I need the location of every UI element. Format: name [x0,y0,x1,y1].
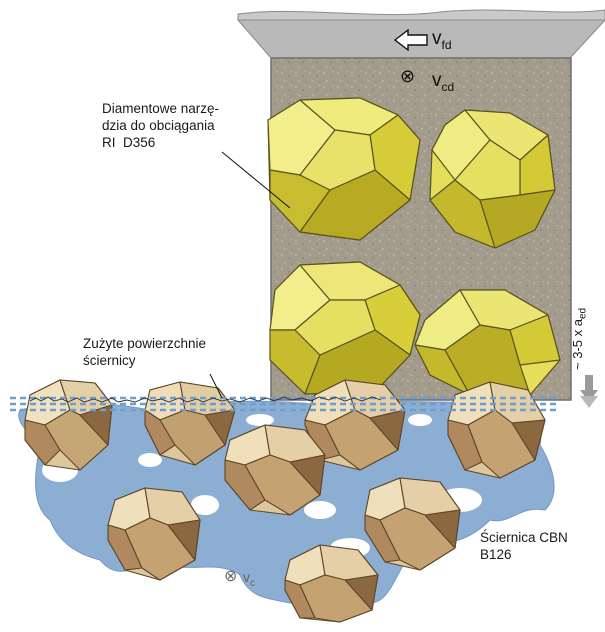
feed-velocity-label: vfd [432,28,452,52]
worn-surface-lines [10,396,560,412]
cbn-grain-3 [304,379,406,471]
diamond-grain-3 [269,261,421,395]
diamond-grain-2 [429,109,556,249]
surface-label-line2: ściernicy [83,353,136,368]
cutting-velocity-dresser-label: vcd [432,70,455,94]
cbn-grain-7 [364,477,461,571]
tool-label-line3: RI D356 [102,135,156,150]
cbn-grain-5 [224,424,326,516]
surface-label-line1: Zużyte powierzchnie [83,336,207,351]
depth-arrow-icon [580,375,598,408]
tool-leader-line [221,151,291,209]
cbn-grain-4 [447,381,546,479]
surface-leader-line [209,373,223,399]
cbn-grain-8 [284,544,379,623]
cross-symbol-wheel-icon: ⊗ [224,568,238,585]
cbn-grain-6 [107,487,201,581]
wheel-label-line1: Ściernica CBN [480,530,568,545]
cross-symbol-icon: ⊗ [400,66,416,86]
diamond-grain-1 [267,97,421,241]
diamond-grain-4 [414,289,561,396]
wheel-label-line2: B126 [480,547,512,562]
tool-label-line2: dzia do obciągania [102,118,215,133]
tool-label-line1: Diamentowe narzę- [102,101,220,116]
dressing-depth-label: ~ 3-5 x aed [570,307,589,370]
feed-arrow-icon [393,28,428,52]
worn-profile-line [29,396,382,403]
cutting-velocity-label: vc [243,569,255,589]
